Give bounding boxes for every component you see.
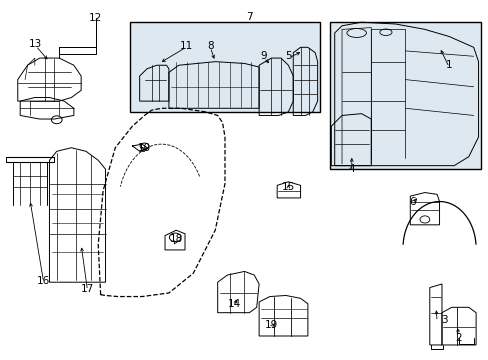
Text: 10: 10	[138, 143, 151, 153]
Bar	[329, 22, 480, 169]
Text: 6: 6	[408, 197, 415, 207]
Text: 12: 12	[89, 13, 102, 23]
Text: 13: 13	[29, 39, 42, 49]
Text: 9: 9	[260, 51, 267, 61]
Text: 17: 17	[81, 284, 94, 294]
Text: 16: 16	[37, 276, 50, 286]
Text: 19: 19	[264, 320, 277, 330]
Text: 4: 4	[348, 164, 354, 174]
Text: 3: 3	[440, 315, 447, 325]
Text: 7: 7	[245, 12, 252, 22]
Text: 15: 15	[281, 182, 294, 192]
Text: 11: 11	[179, 41, 192, 50]
Text: 1: 1	[445, 60, 452, 70]
Text: 2: 2	[455, 333, 462, 343]
Bar	[130, 22, 320, 112]
Text: 5: 5	[285, 51, 291, 61]
Text: 14: 14	[228, 299, 241, 309]
Text: 18: 18	[169, 234, 183, 244]
Text: 8: 8	[206, 41, 213, 50]
